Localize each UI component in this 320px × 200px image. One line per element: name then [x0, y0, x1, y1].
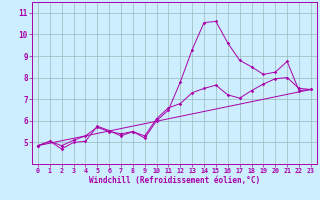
- X-axis label: Windchill (Refroidissement éolien,°C): Windchill (Refroidissement éolien,°C): [89, 176, 260, 185]
